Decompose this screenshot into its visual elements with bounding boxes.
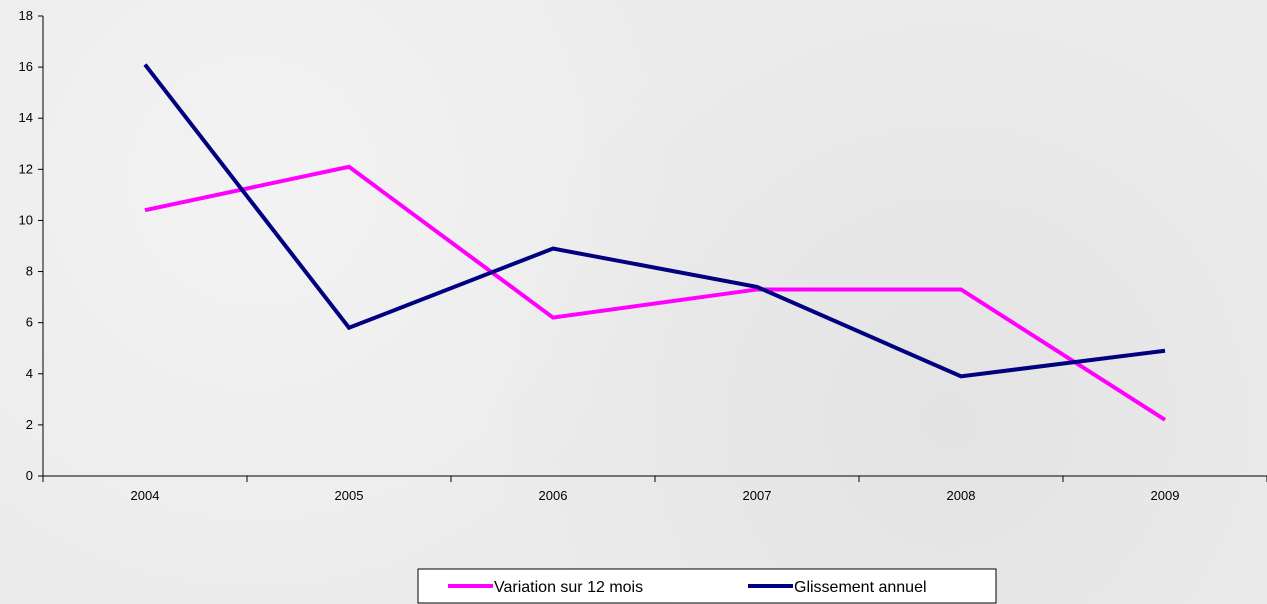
legend: Variation sur 12 mois Glissement annuel <box>417 568 997 604</box>
y-tick-label: 18 <box>19 8 33 23</box>
y-tick-label: 8 <box>26 264 33 279</box>
y-tick-label: 14 <box>19 110 33 125</box>
y-tick-label: 6 <box>26 315 33 330</box>
x-tick-label: 2004 <box>131 488 160 503</box>
x-tick-label: 2005 <box>335 488 364 503</box>
x-tick-label: 2006 <box>539 488 568 503</box>
y-tick-label: 4 <box>26 366 33 381</box>
series-lines <box>143 63 1167 422</box>
y-tick-label: 12 <box>19 161 33 176</box>
series-line-1 <box>144 164 1167 422</box>
x-tick-label: 2007 <box>743 488 772 503</box>
y-tick-label: 10 <box>19 212 33 227</box>
y-tick-label: 0 <box>26 468 33 483</box>
x-axis-ticks: 2004 2005 2006 2007 2008 2009 <box>42 476 1267 503</box>
x-tick-label: 2009 <box>1151 488 1180 503</box>
y-tick-label: 16 <box>19 59 33 74</box>
series-line-2 <box>143 63 1166 379</box>
axes <box>42 16 1267 477</box>
legend-label-1: Variation sur 12 mois <box>494 579 643 596</box>
legend-box <box>417 568 997 604</box>
legend-label-2: Glissement annuel <box>794 579 927 596</box>
x-tick-label: 2008 <box>947 488 976 503</box>
y-axis-ticks: 0 2 4 6 8 10 12 14 16 18 <box>19 8 43 483</box>
y-tick-label: 2 <box>26 417 33 432</box>
